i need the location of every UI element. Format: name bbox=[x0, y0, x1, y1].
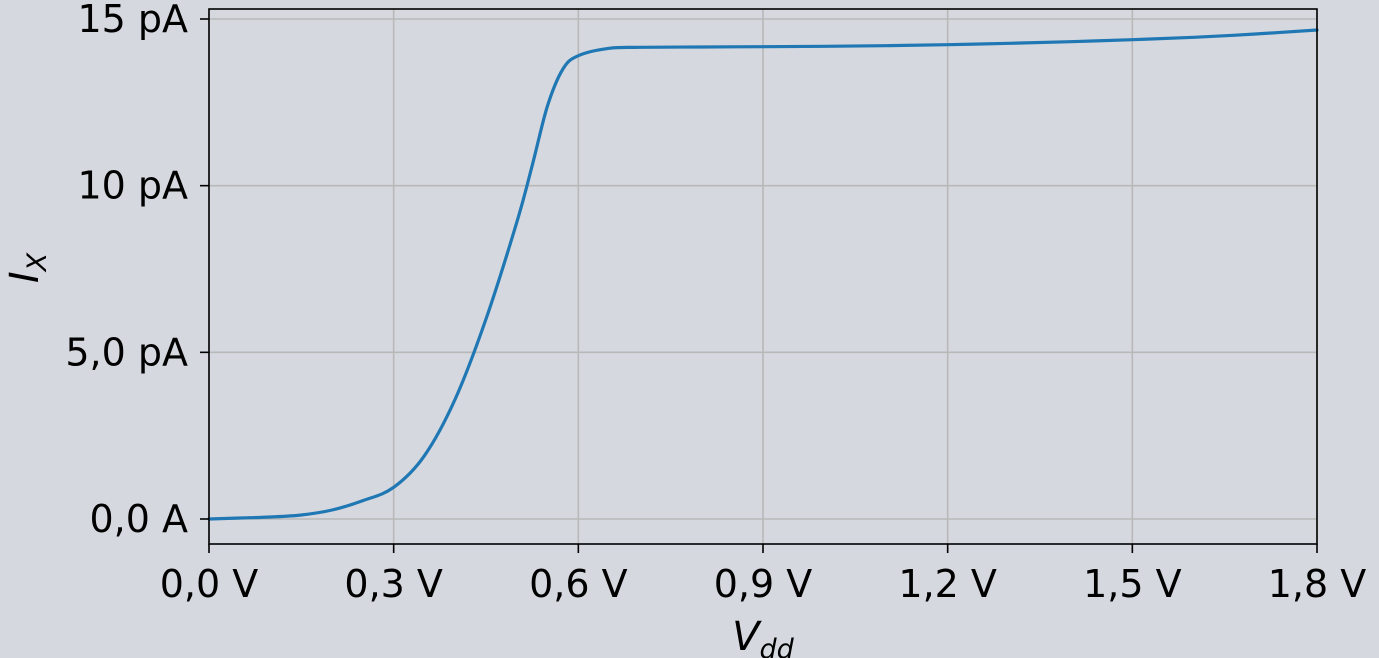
x-tick-label: 1,2 V bbox=[898, 562, 997, 606]
y-axis-label: IX bbox=[2, 252, 53, 283]
x-tick-label: 0,6 V bbox=[529, 562, 628, 606]
x-tick-label: 1,5 V bbox=[1083, 562, 1182, 606]
x-tick-label: 0,9 V bbox=[714, 562, 813, 606]
grid bbox=[208, 9, 1318, 544]
y-axis-ticks: 0,0 A 5,0 pA 10 pA 15 pA bbox=[65, 0, 209, 541]
x-tick-label: 0,3 V bbox=[344, 562, 443, 606]
x-tick-label: 0,0 V bbox=[160, 562, 259, 606]
x-axis-ticks: 0,0 V 0,3 V 0,6 V 0,9 V 1,2 V 1,5 V 1,8 V bbox=[160, 544, 1367, 606]
y-tick-label: 10 pA bbox=[77, 164, 188, 208]
x-tick-label: 1,8 V bbox=[1268, 562, 1367, 606]
series-line bbox=[207, 28, 1319, 521]
x-axis-label: Vdd bbox=[732, 614, 795, 658]
y-tick-label: 5,0 pA bbox=[65, 330, 188, 374]
y-tick-label: 15 pA bbox=[77, 0, 188, 41]
y-tick-label: 0,0 A bbox=[89, 497, 188, 541]
